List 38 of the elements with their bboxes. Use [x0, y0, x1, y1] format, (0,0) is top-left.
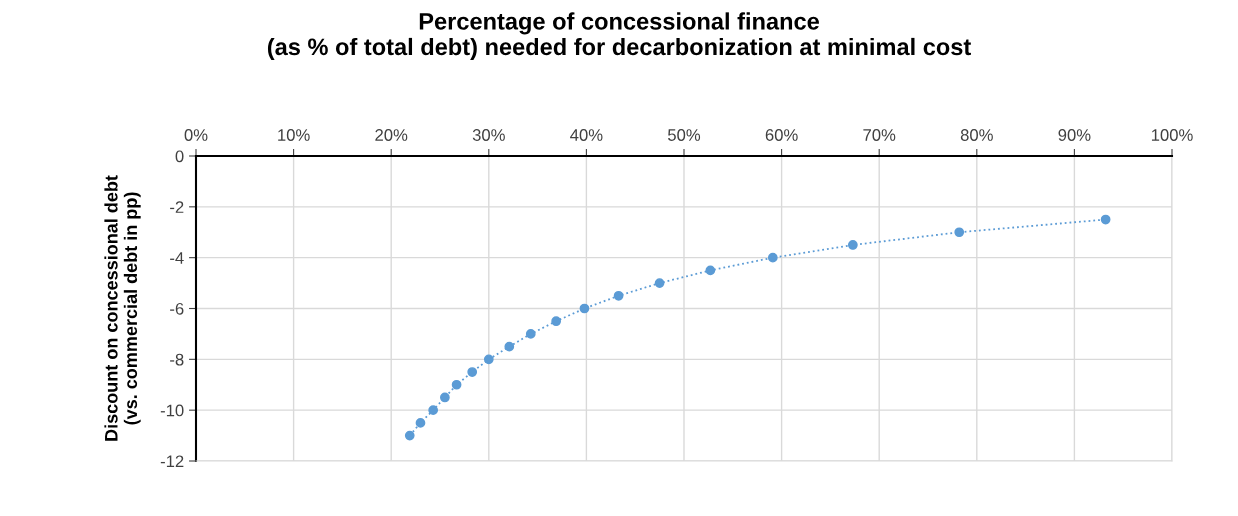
y-axis-title: Discount on concessional debt (vs. commercial debt in pp) — [104, 175, 141, 441]
point — [1100, 214, 1111, 225]
point — [451, 379, 462, 390]
x-tick-label: 70% — [863, 129, 896, 141]
y-tick-label: -10 — [160, 404, 184, 417]
x-tick-label: 40% — [570, 129, 603, 141]
point — [579, 303, 590, 314]
point — [404, 430, 415, 441]
x-tick-label: 20% — [375, 129, 408, 141]
x-tick-label: 50% — [667, 129, 701, 141]
point — [467, 367, 478, 377]
point — [847, 240, 858, 250]
point — [525, 329, 536, 339]
point — [954, 227, 965, 238]
y-tick-label: -12 — [160, 455, 184, 468]
y-tick-label: -2 — [170, 201, 184, 213]
point — [551, 316, 562, 327]
x-tick-label: 90% — [1058, 129, 1091, 141]
x-tick-label: 80% — [960, 129, 993, 141]
y-tick-label: -6 — [170, 302, 184, 315]
point — [440, 392, 450, 403]
x-tick-label: 100% — [1151, 129, 1193, 141]
point — [613, 290, 624, 301]
point — [415, 418, 426, 428]
y-tick-label: -4 — [170, 252, 184, 264]
point — [705, 265, 716, 276]
x-tick-label: 10% — [278, 129, 310, 141]
y-tick-label: 0 — [175, 150, 184, 163]
point — [767, 252, 778, 263]
x-tick-label: 30% — [472, 129, 505, 141]
chart-title: Percentage of concessional finance (as % of total debt) needed for decarbonization at minimal cost — [267, 12, 971, 60]
point — [428, 405, 439, 416]
x-tick-label: 0% — [184, 129, 208, 141]
point — [654, 278, 665, 288]
x-tick-label: 60% — [765, 129, 798, 141]
point — [504, 341, 515, 352]
y-tick-label: -8 — [170, 353, 184, 366]
point — [483, 354, 494, 365]
